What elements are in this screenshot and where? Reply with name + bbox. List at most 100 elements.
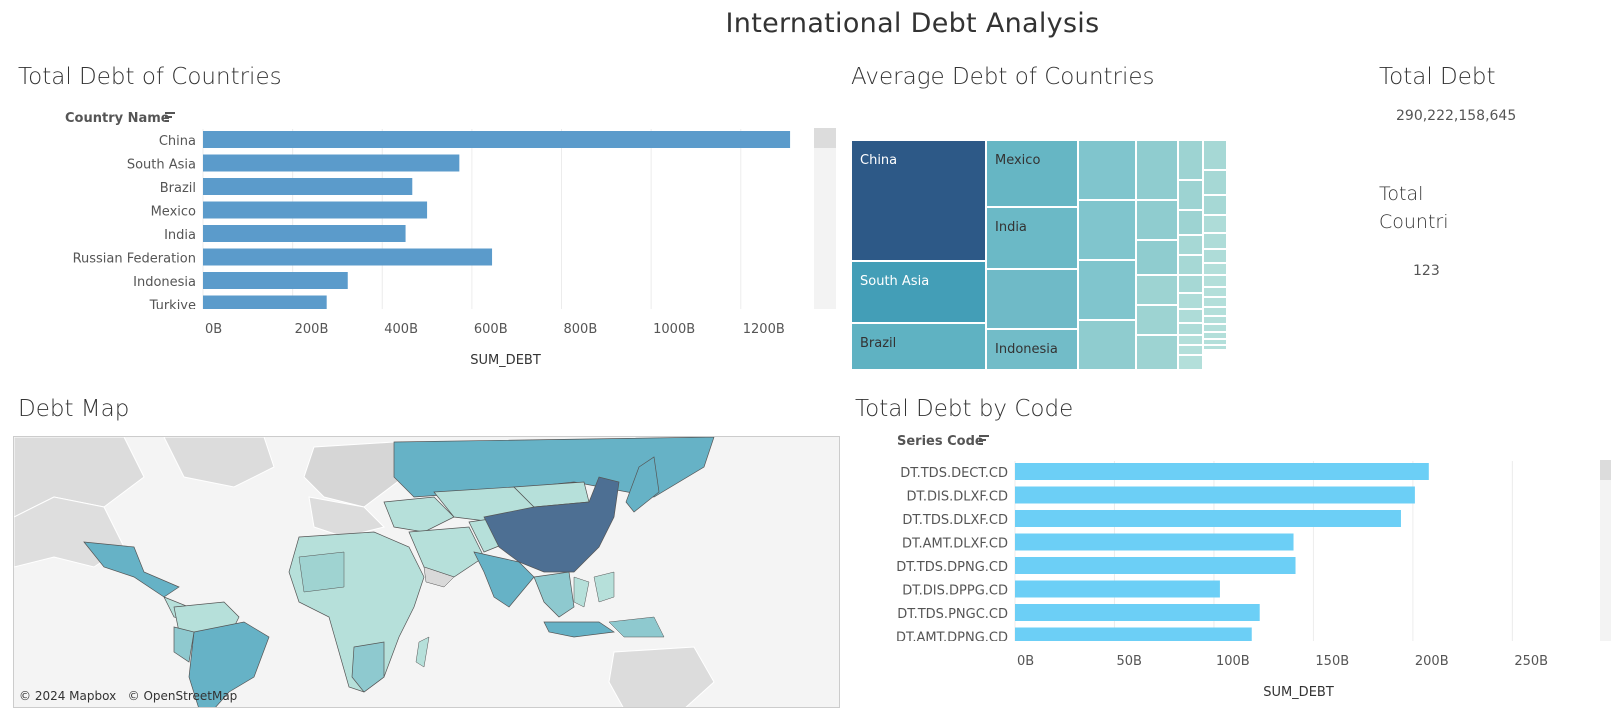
category-label[interactable]: DT.TDS.PNGC.CD <box>897 607 1008 622</box>
total-debt-countries-chart[interactable]: Country Name China South Asia Brazil Mexico I… <box>0 100 840 370</box>
treemap-cell[interactable] <box>1203 287 1227 297</box>
bar-mexico[interactable] <box>203 201 428 219</box>
treemap-cell[interactable] <box>1178 335 1203 345</box>
treemap-cell[interactable] <box>1203 297 1227 307</box>
category-label[interactable]: Russian Federation <box>73 252 196 267</box>
sort-icon <box>165 120 169 122</box>
treemap-cell[interactable] <box>1136 305 1178 335</box>
treemap-cell[interactable] <box>1136 140 1178 200</box>
column-header[interactable]: Series Code <box>897 434 984 449</box>
category-label[interactable]: DT.DIS.DLXF.CD <box>906 490 1008 505</box>
category-label[interactable]: Turkiye <box>149 299 196 314</box>
osm-attribution[interactable]: © OpenStreetMap <box>127 689 238 703</box>
treemap-cell[interactable] <box>1178 293 1203 309</box>
treemap-cell-china[interactable]: China <box>851 140 986 261</box>
category-label[interactable]: DT.AMT.DLXF.CD <box>902 537 1008 552</box>
treemap-cell[interactable] <box>1203 324 1227 332</box>
category-label[interactable]: South Asia <box>127 158 196 173</box>
bar-dt-tds-dpng-cd[interactable] <box>1015 557 1296 574</box>
treemap-cell[interactable] <box>1178 355 1203 370</box>
bar-dt-tds-dlxf-cd[interactable] <box>1015 510 1401 527</box>
total-debt-code-chart[interactable]: Series Code DT.TDS.DECT.CD DT.DIS.DLXF.CD D… <box>840 425 1611 712</box>
bar-dt-tds-pngc-cd[interactable] <box>1015 604 1260 621</box>
treemap-cell[interactable] <box>1203 263 1227 275</box>
map-mexico[interactable] <box>83 541 180 598</box>
bar-india[interactable] <box>203 225 406 242</box>
treemap-cell[interactable] <box>1203 332 1227 339</box>
category-label[interactable]: DT.TDS.DLXF.CD <box>902 513 1008 528</box>
category-label[interactable]: India <box>164 228 196 243</box>
treemap-cell[interactable] <box>1078 200 1136 260</box>
category-label[interactable]: DT.TDS.DECT.CD <box>900 466 1008 481</box>
treemap-cell[interactable] <box>1203 233 1227 249</box>
total-debt-code-title: Total Debt by Code <box>855 396 1074 422</box>
treemap-label: Mexico <box>995 153 1041 168</box>
treemap-cell-indonesia[interactable]: Indonesia <box>986 329 1078 370</box>
scrollbar[interactable] <box>814 128 836 309</box>
treemap-cell[interactable] <box>1178 210 1203 235</box>
category-label[interactable]: DT.TDS.DPNG.CD <box>896 560 1008 575</box>
scrollbar-thumb[interactable] <box>814 128 836 148</box>
treemap-cell[interactable] <box>1178 255 1203 275</box>
mapbox-attribution[interactable]: © 2024 Mapbox <box>19 689 117 703</box>
scrollbar[interactable] <box>1600 460 1611 641</box>
treemap-cell[interactable] <box>1078 260 1136 320</box>
treemap-cell[interactable] <box>1078 320 1136 370</box>
map-brazil[interactable] <box>188 621 270 708</box>
world-map-svg[interactable] <box>14 437 840 708</box>
bar-dt-dis-dppg-cd[interactable] <box>1015 580 1220 598</box>
treemap-cell[interactable] <box>1178 180 1203 210</box>
treemap-cell[interactable] <box>1203 316 1227 324</box>
x-tick-label: 100B <box>1216 654 1250 669</box>
bar-turkiye[interactable] <box>203 295 327 313</box>
treemap-cell[interactable] <box>1178 275 1203 293</box>
treemap-cell[interactable] <box>1136 275 1178 305</box>
bar-china[interactable] <box>203 131 791 148</box>
treemap-cell[interactable] <box>1178 345 1203 355</box>
map-india[interactable] <box>473 551 535 608</box>
treemap-cell[interactable] <box>1203 307 1227 316</box>
debt-map[interactable]: © 2024 Mapbox © OpenStreetMap <box>13 436 840 708</box>
average-debt-treemap[interactable]: China South Asia Brazil Mexico India Ind… <box>851 140 1227 370</box>
treemap-cell[interactable] <box>1203 140 1227 170</box>
bar-indonesia[interactable] <box>203 272 348 289</box>
bar-russian-federation[interactable] <box>203 248 493 266</box>
treemap-cell[interactable] <box>1203 215 1227 233</box>
treemap-cell-south-asia[interactable]: South Asia <box>851 261 986 323</box>
category-label[interactable]: DT.AMT.DPNG.CD <box>896 631 1008 646</box>
category-label[interactable]: DT.DIS.DPPG.CD <box>902 584 1008 599</box>
treemap-cell[interactable] <box>1178 309 1203 323</box>
treemap-cell[interactable] <box>1203 339 1227 345</box>
treemap-cell[interactable] <box>1136 335 1178 370</box>
scrollbar-thumb[interactable] <box>1600 460 1611 480</box>
treemap-cell-brazil[interactable]: Brazil <box>851 323 986 370</box>
treemap-cell[interactable] <box>1178 323 1203 335</box>
treemap-cell-mexico[interactable]: Mexico <box>986 140 1078 207</box>
bar-south-asia[interactable] <box>203 154 460 172</box>
treemap-cell[interactable] <box>1136 200 1178 240</box>
category-label[interactable]: China <box>159 134 196 149</box>
bar-dt-dis-dlxf-cd[interactable] <box>1015 486 1415 504</box>
treemap-cell[interactable] <box>1178 235 1203 255</box>
treemap-cell-india[interactable]: India <box>986 207 1078 269</box>
bar-dt-tds-dect-cd[interactable] <box>1015 463 1429 480</box>
category-label[interactable]: Mexico <box>151 205 196 220</box>
bar-brazil[interactable] <box>203 178 413 195</box>
bar-dt-amt-dlxf-cd[interactable] <box>1015 533 1294 551</box>
treemap-cell[interactable] <box>1203 275 1227 287</box>
treemap-cell[interactable] <box>1178 140 1203 180</box>
treemap-cell[interactable] <box>1203 249 1227 263</box>
map-china[interactable] <box>483 476 620 573</box>
treemap-cell[interactable] <box>1203 195 1227 215</box>
treemap-cell[interactable] <box>1078 140 1136 200</box>
treemap-cell[interactable] <box>1203 345 1227 350</box>
bar-dt-amt-dpng-cd[interactable] <box>1015 627 1252 645</box>
column-header[interactable]: Country Name <box>65 111 170 126</box>
map-indonesia[interactable] <box>543 621 615 638</box>
treemap-cell[interactable] <box>1203 170 1227 195</box>
category-label[interactable]: Indonesia <box>133 275 196 290</box>
category-label[interactable]: Brazil <box>160 181 196 196</box>
x-tick-label: 1200B <box>743 322 785 337</box>
treemap-cell[interactable] <box>1136 240 1178 275</box>
treemap-cell[interactable] <box>986 269 1078 329</box>
